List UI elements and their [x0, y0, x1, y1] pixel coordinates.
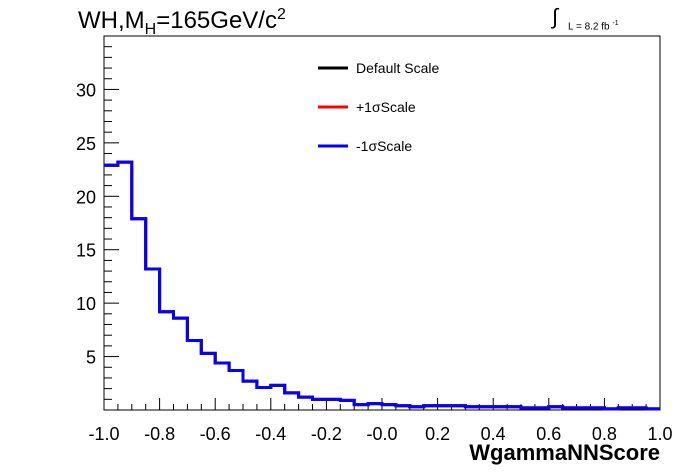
x-tick-label: 0.8	[592, 424, 617, 444]
histogram-line-plus-sigma	[104, 160, 660, 411]
histogram-line-default	[104, 160, 660, 411]
chart-title: WH,MH=165GeV/c2	[78, 6, 286, 38]
x-tick-label: -0.0	[366, 424, 397, 444]
plot-axes: -1.0 -0.8 -0.6 -0.4 -0.2 -0.0 0.2 0.4 0.6 0.8 1.0 5…	[76, 35, 673, 444]
y-tick-label: 25	[76, 134, 96, 154]
plot-frame	[103, 35, 661, 411]
x-tick-label: 1.0	[647, 424, 672, 444]
histogram-line-minus-sigma	[104, 160, 660, 411]
integral-symbol: ∫	[552, 4, 559, 29]
x-tick-label: 0.2	[425, 424, 450, 444]
x-tick-label: 0.4	[481, 424, 506, 444]
x-tick-label: -0.6	[200, 424, 231, 444]
histogram-series	[104, 160, 660, 411]
y-tick-label: 20	[76, 187, 96, 207]
x-tick-label: 0.6	[536, 424, 561, 444]
x-tick-label: -1.0	[88, 424, 119, 444]
x-tick-label: -0.8	[144, 424, 175, 444]
legend-label: Default Scale	[356, 60, 439, 76]
title-superscript: 2	[276, 6, 286, 23]
x-axis-label: WgammaNNScore	[469, 440, 660, 465]
x-tick-label: -0.4	[255, 424, 286, 444]
y-tick-label: 30	[76, 80, 96, 100]
legend-label: +1σScale	[356, 99, 416, 115]
y-tick-label: 5	[86, 348, 96, 368]
title-subscript: H	[144, 20, 157, 38]
x-tick-label: -0.2	[311, 424, 342, 444]
legend-label: -1σScale	[356, 138, 412, 154]
y-tick-label: 10	[76, 294, 96, 314]
luminosity-text: L = 8.2 fb -1	[568, 20, 619, 33]
y-tick-label: 15	[76, 241, 96, 261]
legend: Default Scale +1σScale -1σScale	[318, 60, 439, 154]
